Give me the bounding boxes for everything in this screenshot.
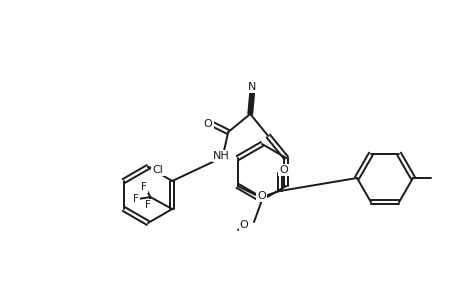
Text: N: N xyxy=(247,82,256,92)
Text: F: F xyxy=(141,182,147,192)
Text: Cl: Cl xyxy=(152,165,163,175)
Text: F: F xyxy=(145,200,151,210)
Text: O: O xyxy=(203,119,212,129)
Text: O: O xyxy=(279,165,287,175)
Text: O: O xyxy=(239,220,248,230)
Text: NH: NH xyxy=(213,151,229,161)
Text: F: F xyxy=(133,194,139,204)
Text: O: O xyxy=(257,191,266,201)
